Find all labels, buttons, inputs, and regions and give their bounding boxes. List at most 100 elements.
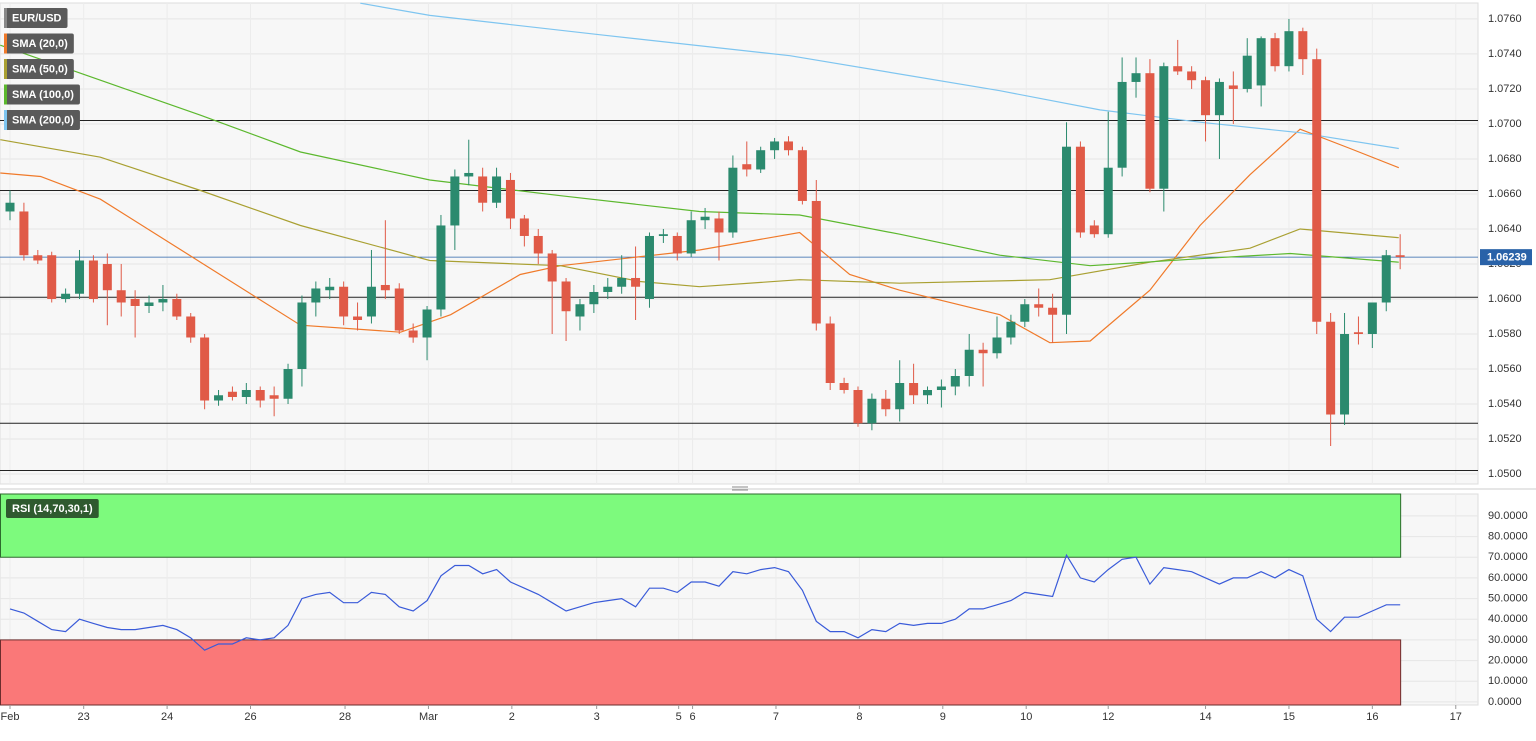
candle-body [1256,38,1266,86]
candle-body [1187,71,1197,81]
candle-body [1020,304,1030,322]
candle-body [478,176,488,203]
overbought-zone [0,493,1402,558]
candle-body [186,316,196,338]
candle-body [964,349,974,377]
legend-swatch [4,33,7,54]
x-tick-label: 16 [1366,711,1378,723]
candle-body [1214,81,1224,116]
candle-body [1201,80,1211,116]
last-price-label: 1.06239 [1487,252,1527,264]
y-tick-label: 1.0740 [1488,48,1522,60]
sma-line [360,2,1399,150]
candle-body [992,337,1002,354]
candle-body [214,395,224,401]
x-tick-label: 26 [244,711,256,723]
separator-handle[interactable] [732,486,748,491]
candle-body [1326,321,1336,415]
candle-body [909,383,919,396]
legend-box [6,499,99,518]
y-tick-label: 30.0000 [1488,634,1528,646]
y-tick-label: 20.0000 [1488,654,1528,666]
y-tick-label: 1.0580 [1488,328,1522,340]
candle-body [339,286,349,317]
legend-swatch [4,110,7,130]
x-tick-label: 7 [773,711,779,723]
legend-label: EUR/USD [12,12,62,24]
x-tick-label: 28 [339,711,351,723]
x-tick-label: 9 [940,711,946,723]
candle-body [658,234,668,236]
candle-body [1312,59,1322,322]
candle-body [283,369,293,399]
x-tick-label: 2 [509,711,515,723]
legend-box [4,33,74,54]
legend-swatch [4,8,7,28]
candle-body [617,277,627,287]
candle-body [464,172,474,177]
candle-body [1381,255,1391,303]
x-tick-label: 3 [594,711,600,723]
candle-body [728,167,738,233]
legend-label: SMA (50,0) [12,63,68,75]
candle-body [1270,38,1280,67]
legend-swatch [4,84,7,105]
legend-entry: SMA (50,0) [4,59,74,79]
candle-body [102,263,112,291]
legend-label: SMA (20,0) [12,38,68,50]
y-tick-label: 1.0560 [1488,363,1522,375]
y-tick-label: 1.0680 [1488,153,1522,165]
x-tick-label: 10 [1020,711,1032,723]
x-tick-label: 5 [676,711,682,723]
candle-body [422,309,432,338]
x-tick-label: 17 [1450,711,1462,723]
candle-body [408,330,418,338]
candle-body [75,260,85,294]
candle-body [1395,255,1405,257]
y-tick-label: 70.0000 [1488,551,1528,563]
y-tick-label: 1.0640 [1488,223,1522,235]
candle-body [33,255,43,261]
y-tick-label: 1.0520 [1488,433,1522,445]
candle-body [603,286,613,292]
y-tick-label: 0.0000 [1488,696,1522,708]
candle-body [978,349,988,354]
x-tick-label: 23 [78,711,90,723]
legend-box [4,59,74,79]
candle-body [1228,85,1238,89]
candle-body [47,255,57,299]
rsi-legend: RSI (14,70,30,1) [6,499,99,518]
candle-body [547,253,557,282]
x-tick-label: 14 [1199,711,1211,723]
candle-body [1089,225,1099,235]
legend-box [4,8,68,28]
candle-body [61,293,71,299]
legend-label: SMA (100,0) [12,89,74,101]
candle-body [505,179,515,219]
candle-body [756,150,766,170]
candle-body [88,260,98,299]
candle-body [700,216,710,221]
candle-body [783,141,793,151]
y-tick-label: 1.0540 [1488,398,1522,410]
candle-body [923,390,933,396]
candle-body [1131,73,1141,82]
x-tick-label: 15 [1283,711,1295,723]
rsi-line [9,553,1401,651]
candle-body [1367,302,1377,334]
legend-swatch [4,59,7,79]
candle-body [1075,146,1085,233]
candle-body [575,304,585,317]
candle-body [241,390,251,398]
candle-body [1298,31,1308,60]
candle-body [631,277,641,287]
candle-body [380,284,390,291]
candle-body [1117,81,1127,168]
candle-body [144,302,154,306]
candle-body [200,337,210,401]
x-tick-label: 8 [856,711,862,723]
y-tick-label: 1.0720 [1488,83,1522,95]
candle-body [436,225,446,310]
y-tick-label: 1.0600 [1488,293,1522,305]
